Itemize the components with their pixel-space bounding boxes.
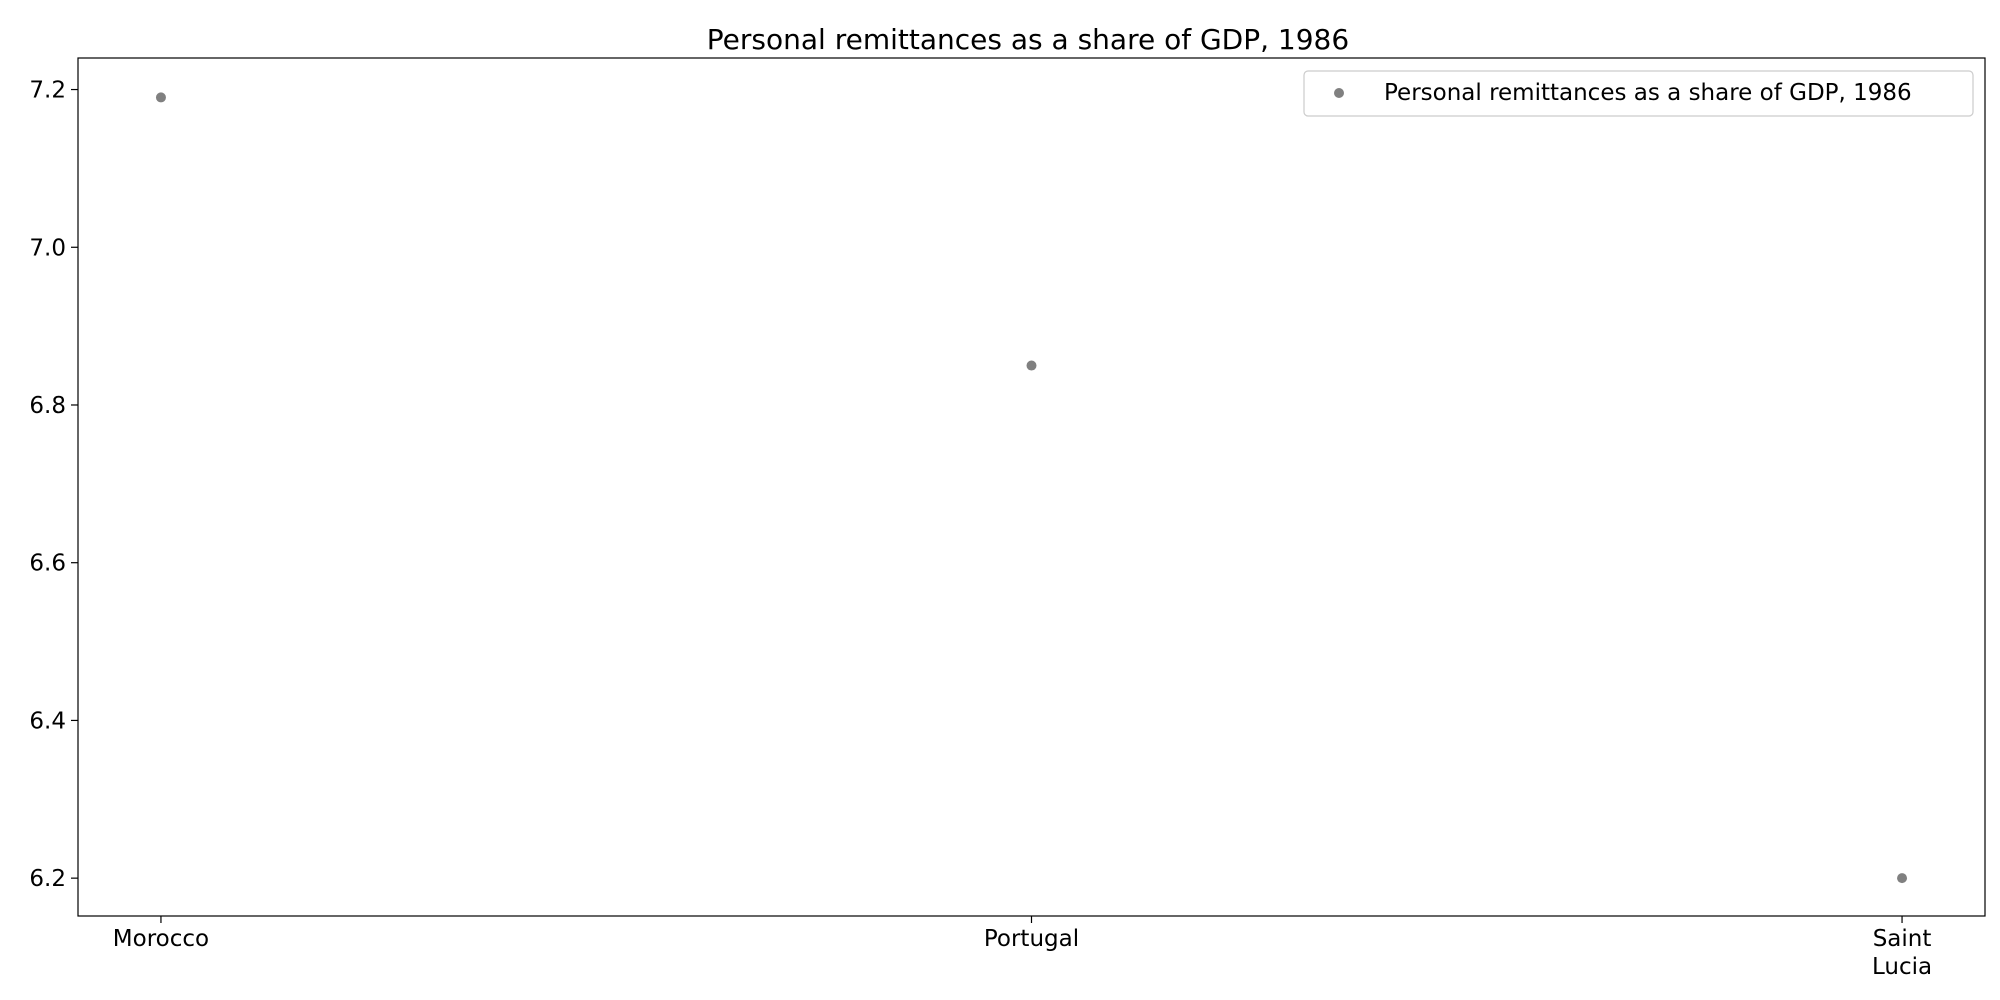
y-tick-label: 7.0 (29, 235, 66, 261)
y-tick-label: 6.2 (29, 866, 66, 892)
x-tick-label: Portugal (984, 926, 1079, 952)
data-points (155, 92, 1908, 884)
chart-title: Personal remittances as a share of GDP, … (707, 23, 1349, 56)
y-tick-label: 6.4 (29, 708, 66, 734)
y-tick-label: 6.6 (29, 551, 66, 577)
data-point (1026, 360, 1037, 371)
data-point (1897, 873, 1908, 884)
legend-box (1303, 70, 1974, 117)
y-tick-label: 6.8 (29, 393, 66, 419)
data-point (155, 92, 166, 103)
legend-label: Personal remittances as a share of GDP, … (1384, 80, 1912, 106)
legend-marker (1334, 88, 1344, 98)
plot-area-frame (77, 57, 1986, 917)
x-tick-label: Morocco (113, 926, 209, 952)
y-axis: 6.2 6.4 6.6 6.8 7.0 7.2 (29, 78, 78, 892)
x-tick-label: Saint Lucia (1872, 926, 1932, 980)
legend: Personal remittances as a share of GDP, … (1303, 70, 1974, 117)
x-axis: Morocco Portugal Saint Lucia (113, 916, 1932, 980)
y-tick-label: 7.2 (29, 78, 66, 104)
